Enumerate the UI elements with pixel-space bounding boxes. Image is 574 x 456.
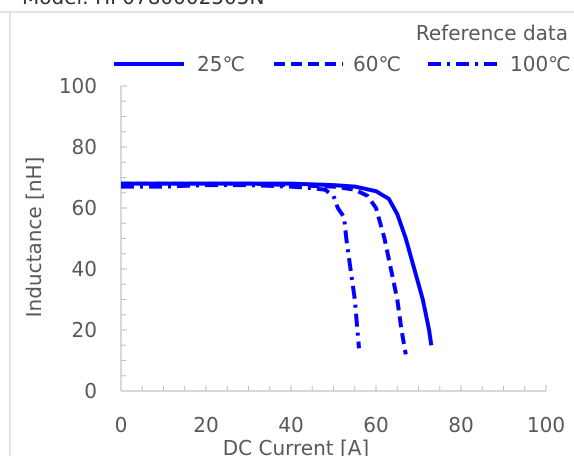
model-header-text: Model: HP0780002505N <box>22 0 264 9</box>
x-axis-label: DC Current [A] <box>223 436 369 456</box>
tick-marks <box>120 85 547 392</box>
legend-label-1: 25℃ <box>197 52 245 76</box>
y-tick-label: 40 <box>72 257 97 281</box>
x-tick-label: 60 <box>363 413 388 437</box>
y-tick-label: 60 <box>72 196 97 220</box>
series-line-1 <box>121 181 434 346</box>
series-lines <box>121 181 434 355</box>
x-tick-label: 40 <box>278 413 303 437</box>
y-tick-label: 20 <box>72 318 97 342</box>
series-line-3 <box>121 183 361 349</box>
reference-data-annotation: Reference data <box>416 21 568 45</box>
y-tick-label: 80 <box>72 135 97 159</box>
series-line-2 <box>121 181 408 355</box>
y-tick-label: 0 <box>84 379 97 403</box>
x-tick-label: 80 <box>448 413 473 437</box>
legend-label-2: 60℃ <box>353 52 401 76</box>
y-tick-label: 100 <box>59 74 97 98</box>
legend: 25℃ 60℃ 100℃ <box>114 52 571 76</box>
y-axis-label: Inductance [nH] <box>22 157 46 318</box>
x-tick-label: 100 <box>527 413 565 437</box>
axes <box>120 86 546 392</box>
x-tick-label: 20 <box>193 413 218 437</box>
legend-label-3: 100℃ <box>510 52 571 76</box>
x-tick-label: 0 <box>115 413 128 437</box>
tick-labels: 0 20 40 60 80 100 0 20 40 60 80 100 <box>59 74 565 437</box>
